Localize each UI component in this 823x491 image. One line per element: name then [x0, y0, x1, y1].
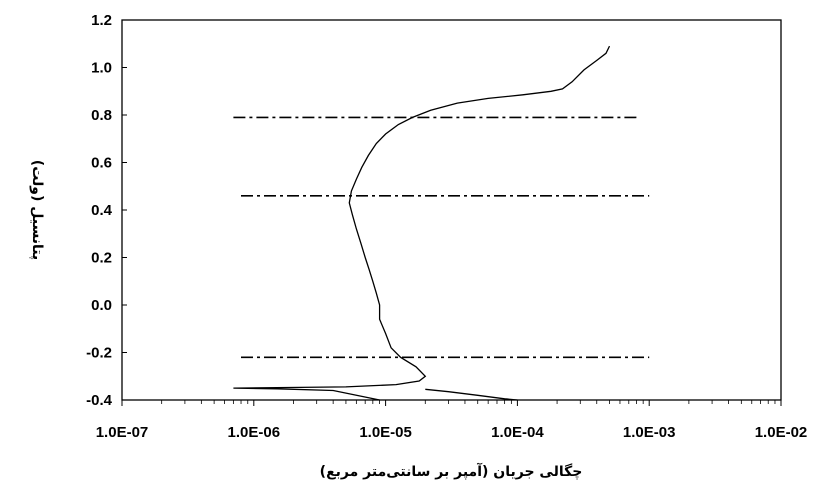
y-axis-title: پتانسیل (ولت): [29, 160, 45, 260]
series-layer: [233, 45, 650, 401]
y-tick-label: 0.6: [91, 155, 112, 172]
x-tick-label: 1.0E-07: [96, 424, 149, 441]
x-tick-label: 1.0E-03: [623, 424, 676, 441]
y-tick-label: 0.2: [91, 250, 112, 267]
x-tick-label: 1.0E-06: [228, 424, 281, 441]
polarization-curve: [233, 45, 611, 401]
y-tick-label: 1.0: [91, 60, 112, 77]
plot-frame: [121, 19, 782, 401]
y-tick-label: 0.4: [91, 202, 113, 219]
axis-ticks: [121, 19, 782, 406]
y-tick-label: 0.8: [91, 107, 112, 124]
y-tick-label: -0.4: [86, 392, 113, 409]
tick-labels: 1.2 1.0 0.8 0.6 0.4 0.2 0.0 -0.2 -0.4 1.0E-07 1.0E…: [86, 12, 807, 441]
y-tick-label: 0.0: [91, 297, 112, 314]
plot-area: [121, 19, 782, 401]
x-tick-label: 1.0E-04: [491, 424, 544, 441]
y-tick-label: -0.2: [86, 345, 112, 362]
x-tick-label: 1.0E-02: [755, 424, 808, 441]
polarization-curve: [425, 388, 518, 401]
x-tick-label: 1.0E-05: [359, 424, 412, 441]
x-axis-title: چگالی جریان (آمپر بر سانتی‌متر مربع): [320, 462, 583, 480]
y-tick-label: 1.2: [91, 12, 112, 29]
